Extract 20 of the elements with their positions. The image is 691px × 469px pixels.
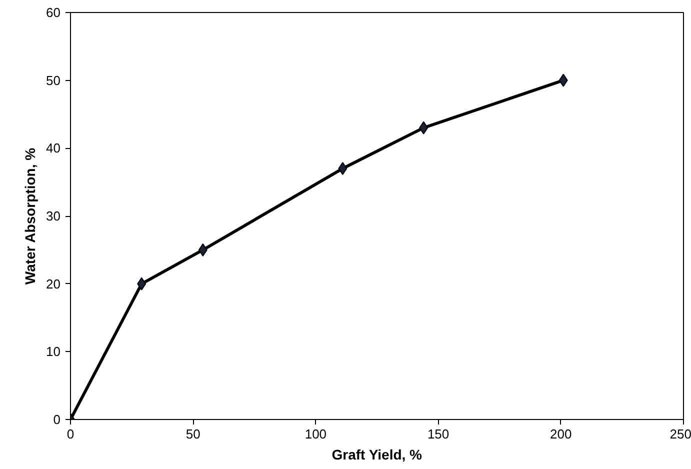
y-tick-label: 10	[46, 344, 61, 360]
y-tick-label: 40	[46, 140, 61, 156]
x-tick-label: 0	[66, 426, 74, 442]
x-tick-label: 250	[670, 426, 691, 442]
y-tick-label: 20	[46, 276, 61, 292]
point	[338, 162, 348, 176]
point	[558, 74, 568, 87]
x-axis-title: Graft Yield, %	[332, 446, 423, 462]
y-tick-label: 50	[46, 72, 61, 88]
y-tick-label: 30	[46, 208, 61, 224]
y-tick-label: 60	[46, 5, 61, 20]
y-axis-title: Water Absorption, %	[22, 147, 38, 285]
point	[198, 243, 208, 256]
point	[419, 121, 428, 134]
x-tick-label: 150	[427, 426, 450, 442]
x-tick-label: 50	[186, 426, 200, 442]
y-tick-label: 0	[53, 412, 61, 427]
x-tick-label: 100	[304, 426, 327, 442]
point	[137, 277, 146, 290]
x-tick-label: 200	[550, 426, 572, 442]
